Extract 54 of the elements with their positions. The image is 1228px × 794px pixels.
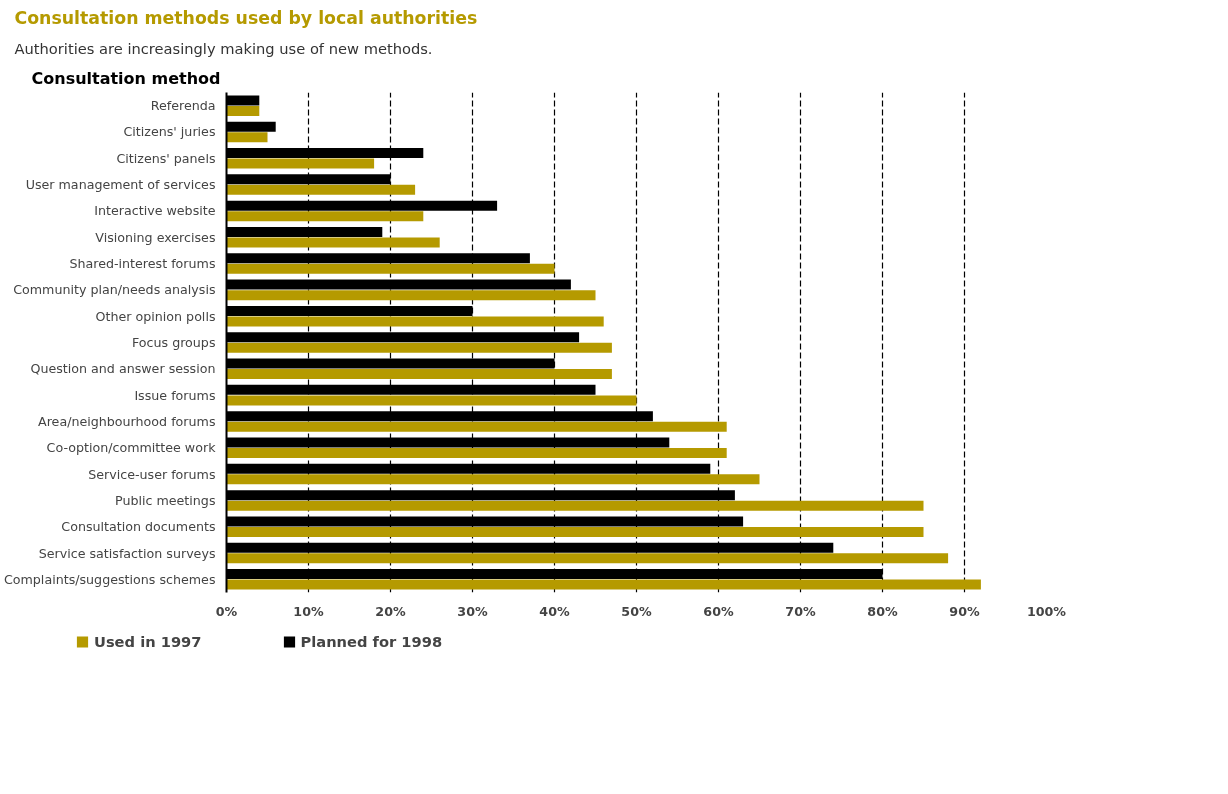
chart-title: Consultation methods used by local authorities [14,7,478,28]
bar [226,158,375,169]
bar [226,500,924,511]
legend-label: Planned for 1998 [300,632,443,650]
bar [226,369,612,380]
x-tick-label: 60% [703,603,734,619]
x-tick-label: 20% [375,603,406,619]
y-axis-title: Consultation method [31,68,221,88]
chart-subtitle: Authorities are increasingly making use of new methods. [14,39,433,57]
bar [226,395,637,406]
y-tick-label: Visioning exercises [95,229,216,245]
y-tick-label: Complaints/suggestions schemes [3,571,216,587]
bar [226,553,949,564]
y-tick-label: Referenda [150,98,216,114]
y-tick-label: Other opinion polls [95,308,216,324]
y-tick-label: User management of services [25,177,216,193]
y-tick-label: Interactive website [94,203,216,219]
y-tick-label: Service satisfaction surveys [38,545,216,561]
bar [226,421,727,432]
y-tick-label: Public meetings [114,492,216,508]
bar [226,132,268,143]
bar [226,290,596,301]
bar [226,448,727,459]
bar [226,474,760,485]
y-tick-label: Focus groups [131,335,216,350]
bar [226,316,604,327]
bar [226,579,981,590]
y-tick-label: Question and answer session [30,361,216,377]
y-tick-label: Service-user forums [88,466,216,482]
x-tick-label: 0% [215,603,238,619]
bar [226,263,555,274]
x-tick-label: 30% [457,603,488,619]
x-tick-label: 10% [293,603,324,619]
y-tick-label: Citizens' panels [116,150,216,166]
bar [226,211,424,222]
bar [226,184,416,195]
y-tick-label: Community plan/needs analysis [13,282,216,298]
x-tick-label: 70% [785,603,816,619]
y-tick-label: Co-option/committee work [46,440,217,456]
legend-label: Used in 1997 [94,632,202,650]
x-tick-label: 50% [621,603,652,619]
bar [226,342,612,353]
x-tick-label: 80% [867,603,898,619]
y-tick-label: Issue forums [134,387,216,403]
x-tick-label: 100% [1026,603,1067,619]
y-tick-label: Shared-interest forums [69,256,216,272]
y-tick-label: Citizens' juries [123,124,216,140]
bar [226,526,924,537]
x-tick-label: 40% [539,603,570,619]
y-tick-label: Area/neighbourhood forums [38,413,216,429]
x-tick-label: 90% [949,603,980,619]
y-tick-label: Consultation documents [61,519,216,535]
bar [226,105,260,116]
bar [226,237,440,248]
